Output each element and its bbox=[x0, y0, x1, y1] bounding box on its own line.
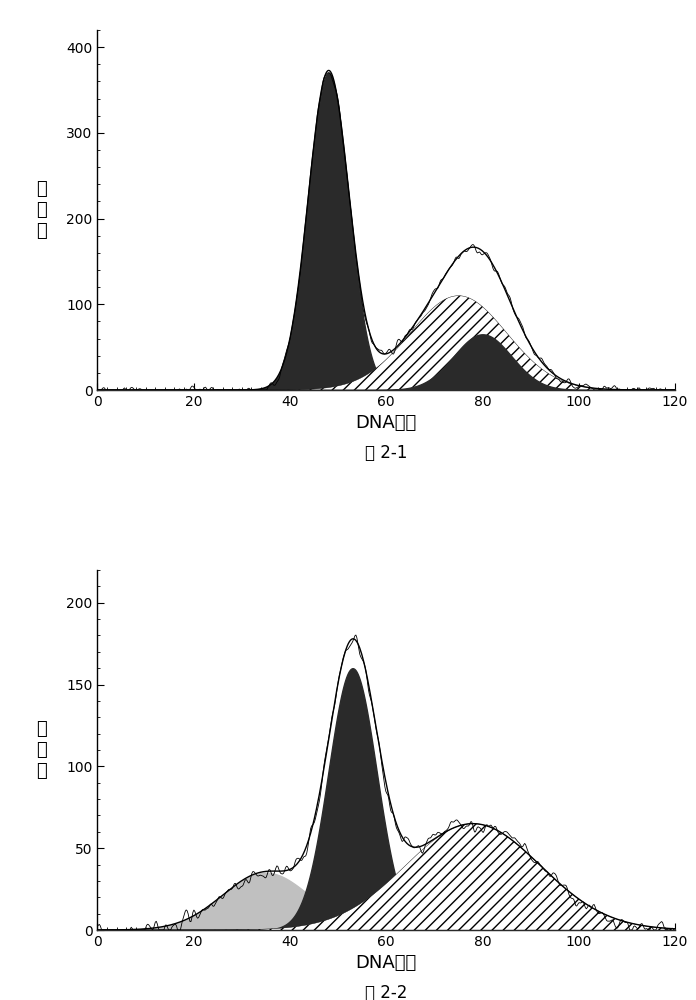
Text: 图 2-2: 图 2-2 bbox=[365, 984, 407, 1000]
Text: 图 2-1: 图 2-1 bbox=[365, 444, 407, 462]
Y-axis label: 细
胞
数: 细 胞 数 bbox=[35, 180, 47, 240]
X-axis label: DNA含量: DNA含量 bbox=[356, 954, 417, 972]
X-axis label: DNA含量: DNA含量 bbox=[356, 414, 417, 432]
Y-axis label: 细
胞
数: 细 胞 数 bbox=[35, 720, 47, 780]
